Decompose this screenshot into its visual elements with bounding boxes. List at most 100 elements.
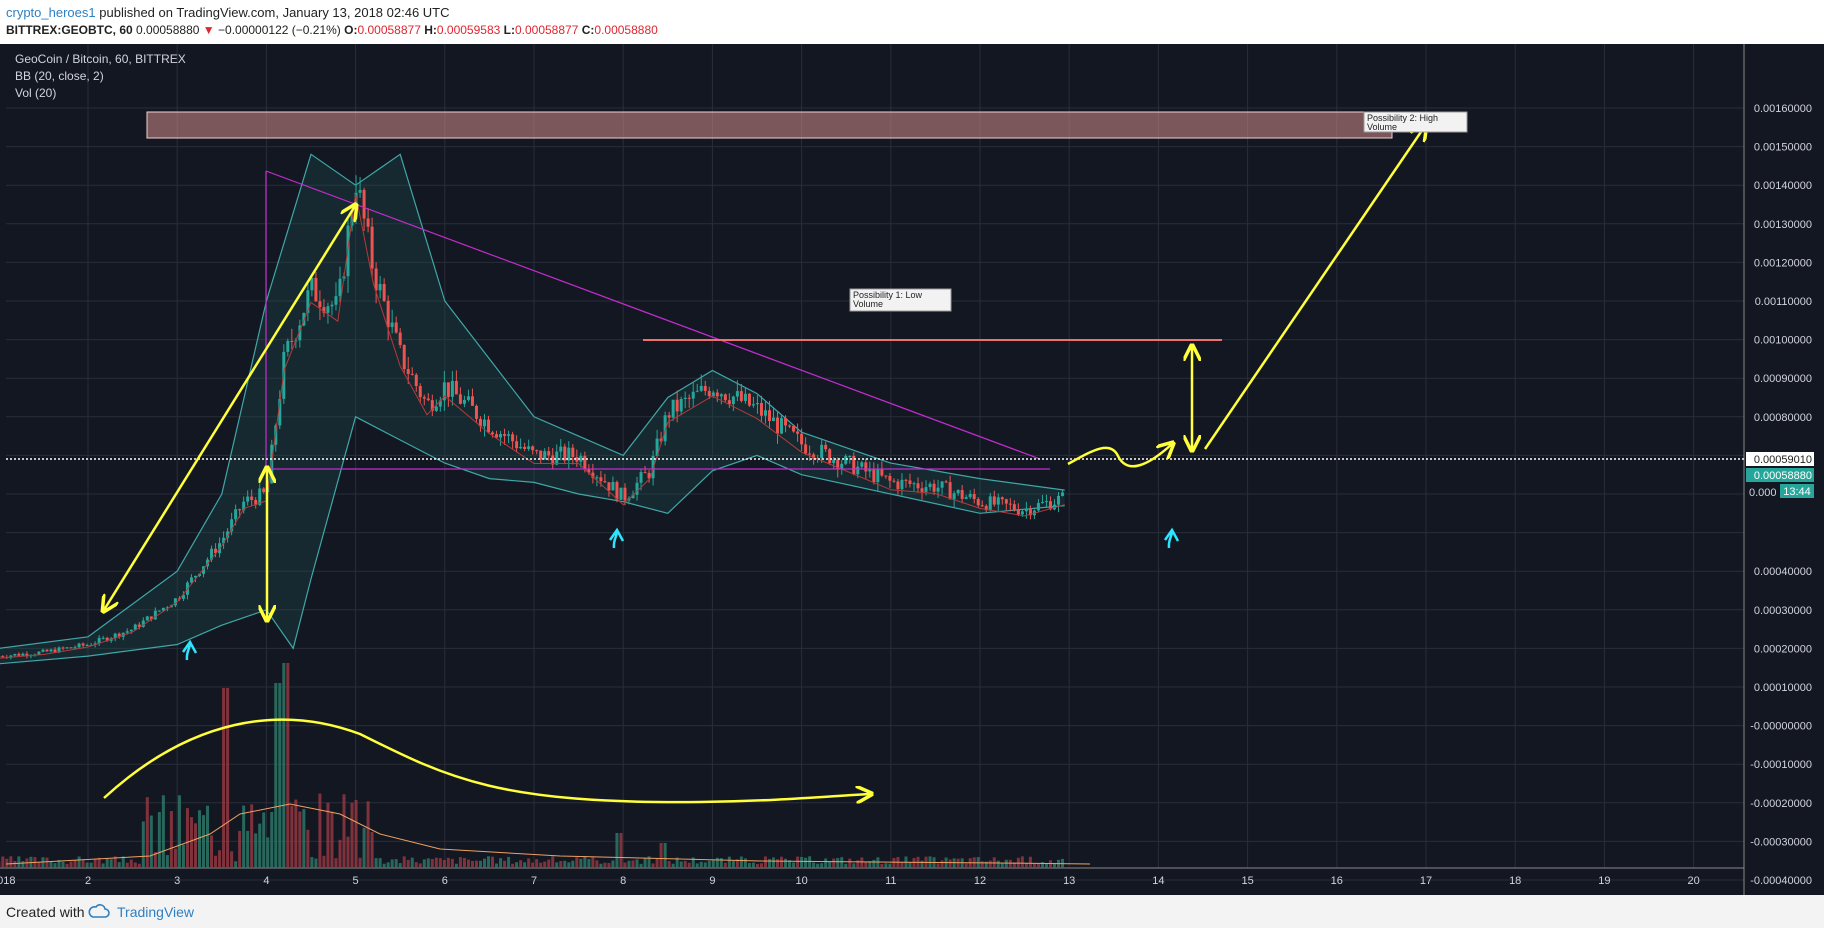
volume-bar [398, 863, 402, 868]
volume-bar [206, 805, 210, 868]
volume-bar [117, 862, 121, 868]
candle-body [21, 653, 25, 656]
ohlc-line: BITTREX:GEOBTC, 60 0.00058880 ▼ −0.00000… [6, 23, 658, 37]
volume-bar [563, 860, 567, 868]
candle-body [406, 369, 410, 374]
volume-bar [491, 856, 495, 868]
descending-trendline [265, 170, 1041, 460]
high-label: H: [424, 23, 437, 37]
candle-body [85, 644, 89, 646]
x-tick-label: 2 [85, 875, 91, 887]
published-text: published on TradingView.com, January 13… [99, 5, 450, 20]
candle-body [547, 451, 551, 456]
candle-body [398, 332, 402, 345]
x-tick-label: 16 [1331, 875, 1343, 887]
volume-bar [1040, 862, 1044, 868]
candle-body [964, 497, 968, 499]
volume-bar [149, 815, 153, 868]
candle-body [591, 472, 595, 478]
price-chart[interactable]: 0.00160000 0.00150000 0.00140000 0.00130000… [0, 44, 1824, 895]
candle-body [326, 306, 330, 313]
x-tick-label: 15 [1241, 875, 1253, 887]
candle-body [386, 300, 390, 328]
candle-body [1040, 502, 1044, 504]
candle-body [1024, 508, 1028, 512]
volume-bar [731, 860, 735, 868]
volume-bar [270, 811, 274, 868]
volume-bar [262, 812, 266, 868]
volume-bar [342, 794, 346, 868]
candle-body [1052, 504, 1056, 510]
volume-bar [458, 857, 462, 868]
tradingview-link[interactable]: TradingView [117, 904, 195, 920]
chart-area[interactable]: 0.00160000 0.00150000 0.00140000 0.00130000… [0, 44, 1824, 895]
candle-body [1028, 508, 1032, 516]
candle-body [378, 283, 382, 291]
candle-body [820, 444, 824, 459]
volume-bar [418, 863, 422, 868]
author-link[interactable]: crypto_heroes1 [6, 5, 96, 20]
volume-bar [715, 857, 719, 868]
candle-body [515, 441, 519, 449]
volume-bar [511, 863, 515, 868]
candle-body [559, 446, 563, 452]
volume-bar [495, 863, 499, 868]
footer: Created with TradingView [0, 895, 1824, 928]
low-volume-label-line2: Volume [853, 299, 883, 309]
volume-bar [788, 860, 792, 868]
candle-body [37, 651, 41, 655]
candle-body [149, 616, 153, 620]
volume-bar [222, 688, 226, 868]
candle-body [338, 278, 342, 297]
countdown-prefix: 0.000 [1749, 487, 1777, 499]
candle-body [932, 483, 936, 492]
y-tick-label: -0.00000000 [1750, 721, 1812, 733]
volume-bar [1032, 863, 1036, 868]
candle-body [73, 647, 77, 649]
volume-bar [13, 860, 17, 868]
volume-bar [651, 863, 655, 868]
candle-body [262, 488, 266, 493]
candle-body [896, 481, 900, 490]
volume-bar [113, 856, 117, 868]
candle-body [366, 218, 370, 227]
candle-body [474, 405, 478, 419]
volume-bar [274, 683, 278, 868]
candle-body [382, 283, 386, 301]
volume-bar [880, 863, 884, 868]
volume-bar [145, 797, 149, 868]
volume-bar [503, 860, 507, 868]
x-tick-label: 6 [442, 875, 448, 887]
volume-bar [378, 858, 382, 868]
x-tick-label: 20 [1687, 875, 1699, 887]
volume-bar [792, 862, 796, 868]
volume-bar [314, 858, 318, 868]
volume-bar [900, 862, 904, 868]
last-price-tag [1746, 468, 1814, 482]
volume-bar [655, 859, 659, 868]
candle-body [539, 450, 543, 460]
volume-bar [246, 830, 250, 868]
symbol-label: BITTREX:GEOBTC, 60 [6, 23, 133, 37]
volume-bar [386, 862, 390, 868]
candle-body [358, 189, 362, 193]
volume-bar [940, 860, 944, 868]
volume-bar [258, 823, 262, 868]
volume-bar [796, 856, 800, 868]
high-volume-label-line2: Volume [1367, 122, 1397, 132]
volume-bar [202, 815, 206, 868]
candle-body [691, 391, 695, 399]
candle-body [330, 304, 334, 307]
candle-body [1048, 501, 1052, 510]
candle-body [13, 653, 17, 656]
y-tick-label: 0.00130000 [1754, 219, 1812, 231]
low-volume-label-line1: Possibility 1: Low [853, 290, 923, 300]
candle-body [495, 434, 499, 438]
volume-bar [487, 856, 491, 868]
volume-bar [97, 857, 101, 868]
candle-body [81, 643, 85, 646]
volume-bar [322, 855, 326, 868]
x-tick-label: 10 [795, 875, 807, 887]
volume-bar [667, 861, 671, 868]
volume-bar [1028, 856, 1032, 868]
